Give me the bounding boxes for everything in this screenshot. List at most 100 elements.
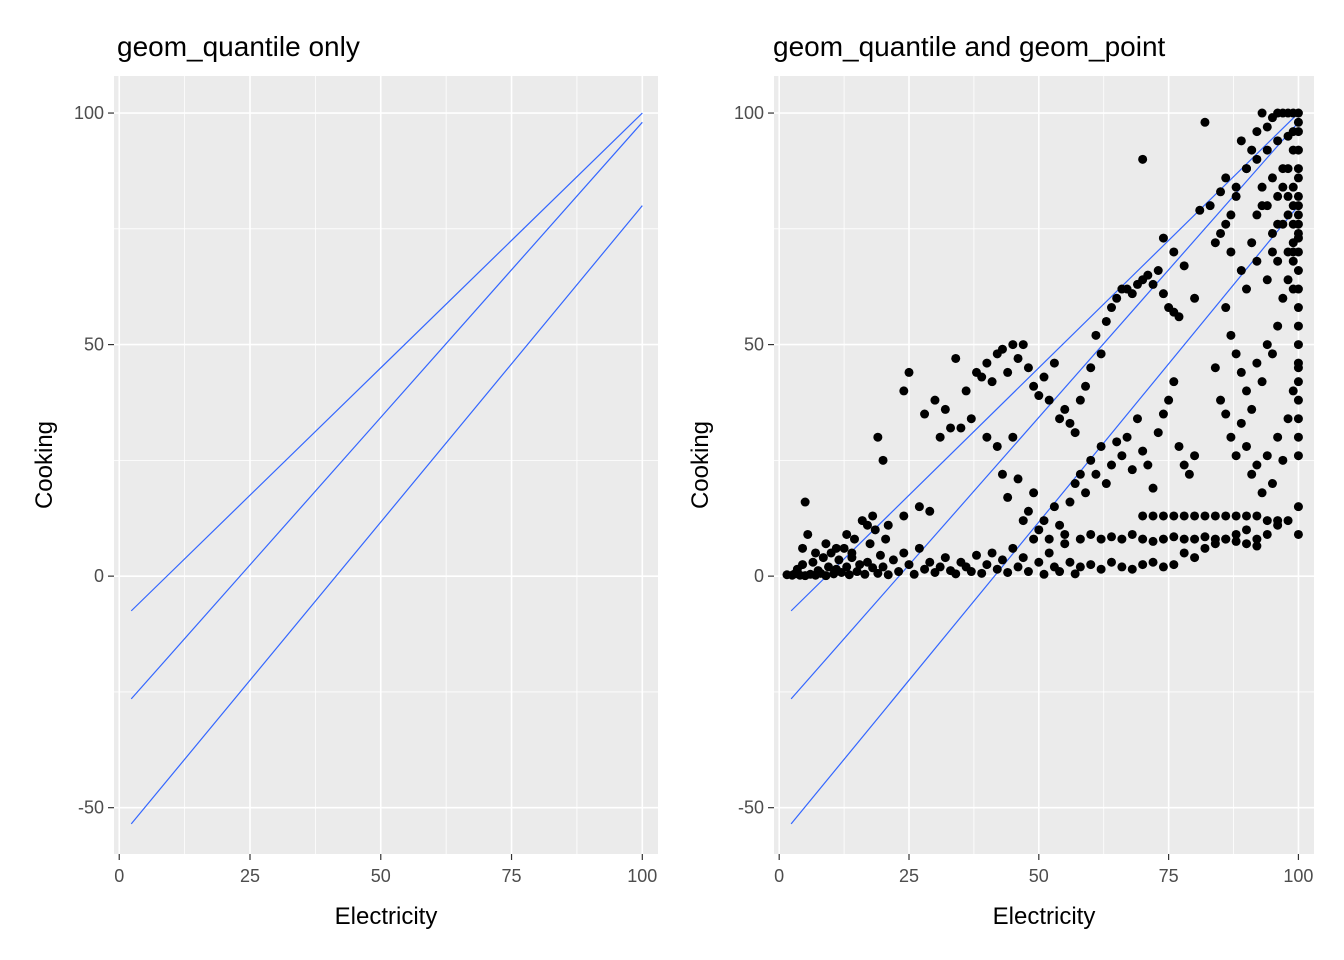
data-point	[1262, 451, 1272, 461]
data-point	[878, 455, 888, 465]
data-point	[862, 520, 872, 530]
data-point	[1065, 557, 1075, 567]
data-point	[1013, 353, 1023, 363]
data-point	[873, 568, 883, 578]
data-point	[982, 560, 992, 570]
data-point	[951, 569, 961, 579]
data-point	[1231, 451, 1241, 461]
x-tick-label: 25	[240, 866, 260, 886]
y-tick-label: 50	[744, 335, 764, 355]
data-point	[1055, 520, 1065, 530]
data-point	[1278, 455, 1288, 465]
data-point	[1226, 247, 1236, 257]
data-point	[935, 562, 945, 572]
data-point	[1008, 543, 1018, 553]
x-axis-title: Electricity	[993, 903, 1096, 930]
data-point	[1293, 191, 1303, 201]
data-point	[1101, 479, 1111, 489]
data-point	[1221, 173, 1231, 183]
data-point	[839, 543, 849, 553]
data-point	[1158, 289, 1168, 299]
data-point	[1226, 210, 1236, 220]
data-point	[1221, 409, 1231, 419]
scatter-points	[782, 108, 1303, 581]
data-point	[1049, 358, 1059, 368]
data-point	[1148, 536, 1158, 546]
data-point	[1023, 506, 1033, 516]
data-point	[987, 548, 997, 558]
data-point	[940, 404, 950, 414]
y-tick-label: 0	[94, 566, 104, 586]
data-point	[966, 567, 976, 577]
data-point	[842, 562, 852, 572]
data-point	[1242, 386, 1251, 396]
data-point	[1158, 511, 1168, 521]
data-point	[1242, 511, 1251, 521]
data-point	[1190, 553, 1200, 563]
data-point	[909, 569, 919, 579]
data-point	[1169, 532, 1179, 542]
data-point	[1216, 395, 1226, 405]
data-point	[1148, 557, 1158, 567]
y-axis-title: Cooking	[687, 421, 714, 509]
data-point	[1200, 532, 1210, 542]
data-point	[1138, 511, 1148, 521]
data-point	[798, 560, 808, 570]
data-point	[1029, 534, 1039, 544]
data-point	[956, 423, 966, 433]
data-point	[1174, 312, 1184, 322]
data-point	[1107, 532, 1116, 542]
data-point	[1190, 534, 1200, 544]
data-point	[883, 520, 893, 530]
data-point	[1127, 289, 1137, 299]
data-point	[899, 386, 909, 396]
data-point	[1034, 391, 1044, 401]
data-point	[1252, 256, 1262, 266]
data-point	[824, 562, 834, 572]
data-point	[1065, 497, 1075, 507]
data-point	[1117, 534, 1127, 544]
data-point	[1283, 275, 1293, 285]
data-point	[870, 525, 880, 535]
data-point	[883, 570, 893, 580]
data-point	[1127, 564, 1137, 574]
data-point	[888, 555, 898, 565]
data-point	[904, 560, 914, 570]
data-point	[1210, 534, 1220, 544]
data-point	[1236, 266, 1246, 275]
data-point	[899, 548, 909, 558]
left-panel: geom_quantile only 0 25 50 75 100 -50 0 50 100 E…	[31, 31, 658, 930]
data-point	[1252, 127, 1262, 137]
quantile-line	[130, 112, 643, 612]
data-point	[1003, 567, 1013, 577]
data-point	[1231, 529, 1241, 539]
data-point	[1132, 414, 1142, 424]
data-point	[811, 548, 821, 558]
data-point	[1231, 349, 1241, 359]
data-point	[1044, 548, 1054, 558]
data-point	[1200, 117, 1210, 127]
data-point	[1267, 479, 1277, 489]
data-point	[800, 497, 810, 507]
data-point	[1221, 511, 1231, 521]
data-point	[1242, 441, 1251, 451]
data-point	[875, 550, 885, 560]
data-point	[920, 409, 930, 419]
data-point	[1236, 136, 1246, 146]
data-point	[1003, 367, 1013, 377]
data-point	[1049, 502, 1059, 512]
data-point	[1190, 451, 1200, 461]
right-panel: geom_quantile and geom_point 0 25 50 75 100 -…	[687, 31, 1314, 930]
data-point	[1267, 247, 1277, 257]
data-point	[1262, 145, 1272, 155]
data-point	[821, 571, 831, 581]
data-point	[925, 557, 935, 567]
data-point	[1008, 340, 1018, 350]
data-point	[860, 569, 870, 579]
data-point	[1023, 363, 1033, 373]
data-point	[1247, 469, 1257, 479]
data-point	[1060, 529, 1070, 539]
data-point	[818, 553, 828, 563]
data-point	[834, 555, 844, 565]
y-tick-label: 0	[754, 566, 764, 586]
